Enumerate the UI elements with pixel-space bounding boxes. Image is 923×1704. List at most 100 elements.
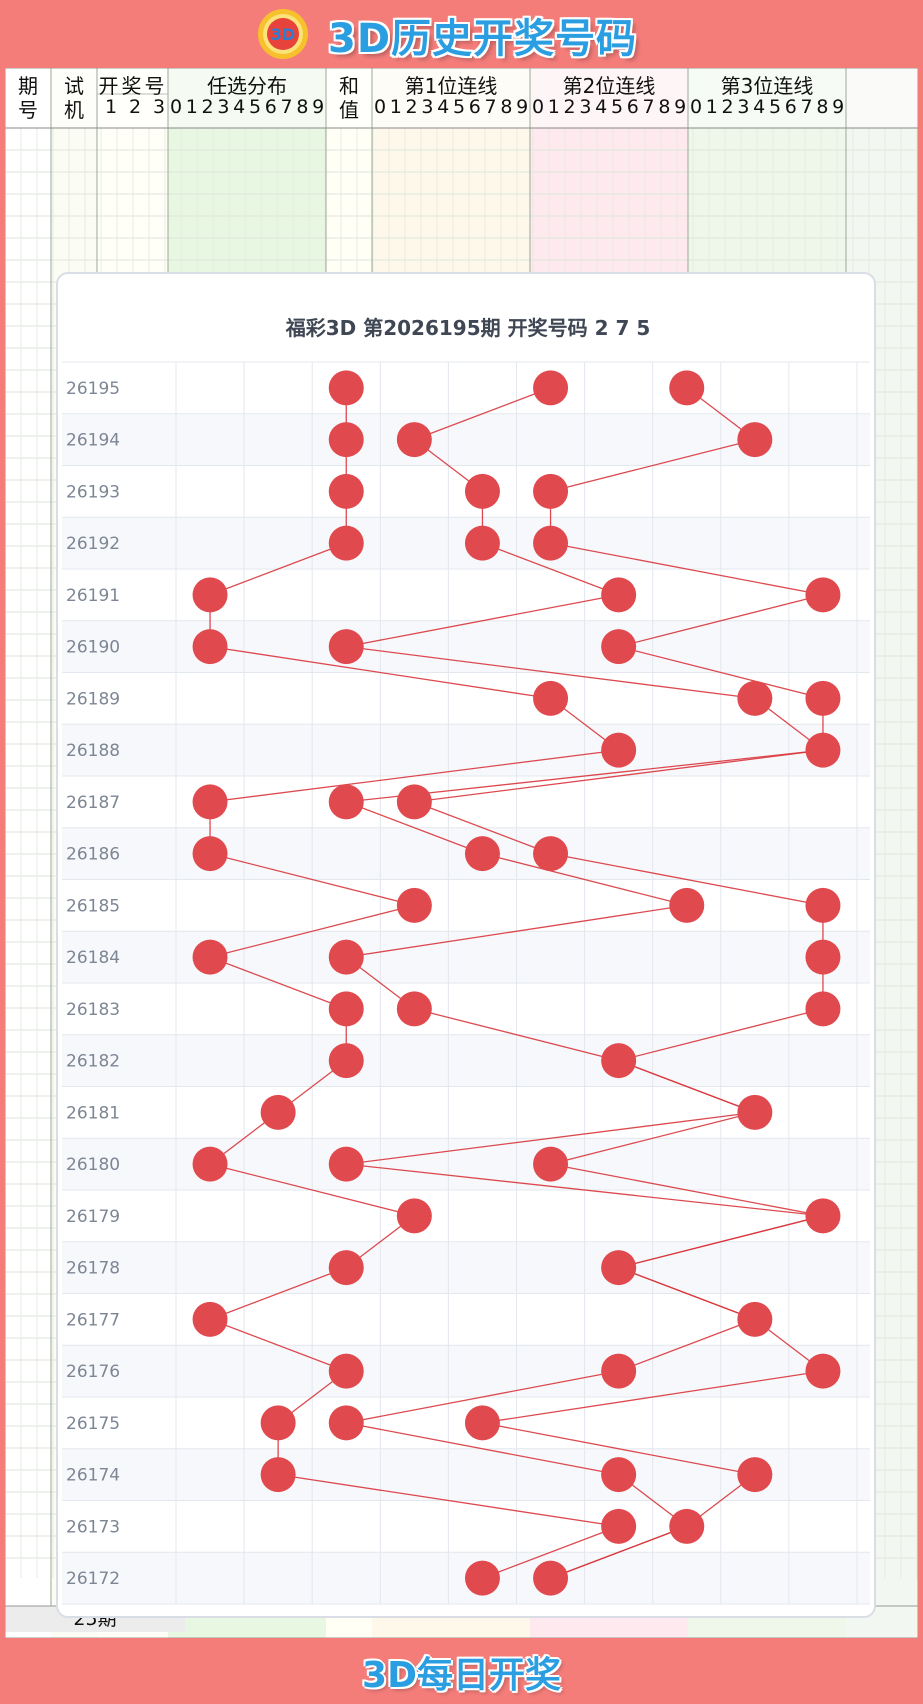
chart-ball-point xyxy=(533,370,569,406)
svg-text:3D: 3D xyxy=(271,25,295,44)
digit-header: 1 xyxy=(547,96,560,118)
digit-header: 1 xyxy=(389,96,402,118)
chart-row-bg xyxy=(62,1500,870,1553)
chart-trend-line xyxy=(346,904,687,958)
app-header: 3D 3D历史开奖号码 xyxy=(0,0,923,68)
chart-ball-point xyxy=(328,473,364,509)
chart-ball-point xyxy=(737,1301,773,1337)
chart-ball-point xyxy=(396,887,432,923)
chart-trend-line xyxy=(550,438,756,493)
chart-ball-point xyxy=(396,991,432,1027)
chart-row-bg xyxy=(62,413,870,466)
chart-trend-line xyxy=(209,956,347,1010)
digit-header: 9 xyxy=(516,96,529,118)
digit-header: 3 xyxy=(421,96,434,118)
chart-trend-line xyxy=(618,645,824,700)
chart-row-label: 26189 xyxy=(66,689,120,709)
chart-row-bg xyxy=(62,776,870,828)
chart-ball-point xyxy=(328,1250,364,1286)
chart-row-label: 26179 xyxy=(66,1207,120,1227)
chart-row-label: 26174 xyxy=(66,1466,120,1486)
footer-bar: 3D每日开奖 xyxy=(0,1638,923,1704)
chart-ball-point xyxy=(192,836,228,872)
digit-header: 4 xyxy=(595,96,608,118)
chart-row-label: 26182 xyxy=(66,1052,120,1072)
chart-trend-line xyxy=(618,1318,756,1372)
chart-trend-line xyxy=(482,1422,755,1476)
chart-ball-point xyxy=(533,680,569,716)
digit-header: 9 xyxy=(312,96,325,118)
digit-header: 6 xyxy=(264,96,277,118)
chart-trend-line xyxy=(346,645,755,700)
app-title: 3D历史开奖号码 xyxy=(328,16,638,62)
3d-lottery-logo-icon: 3D xyxy=(258,9,308,59)
chart-trend-line xyxy=(618,1215,824,1269)
chart-ball-point xyxy=(533,1146,569,1182)
chart-ball-point xyxy=(737,680,773,716)
chart-ball-point xyxy=(328,991,364,1027)
chart-ball-point xyxy=(396,1198,432,1234)
chart-trend-line xyxy=(618,1008,824,1062)
digit-header: 4 xyxy=(753,96,766,118)
digit-header: 5 xyxy=(452,96,466,118)
col-trial-label-2: 机 xyxy=(64,98,84,122)
chart-row-label: 26180 xyxy=(66,1155,120,1175)
footer-title: 3D每日开奖 xyxy=(362,1655,561,1696)
chart-ball-point xyxy=(192,784,228,820)
chart-ball-point xyxy=(192,1301,228,1337)
digit-header: 8 xyxy=(296,96,309,118)
chart-ball-point xyxy=(805,732,841,768)
digit-header: 6 xyxy=(626,96,639,118)
chart-ball-point xyxy=(192,577,228,613)
draw-pos-1: 1 xyxy=(104,96,118,118)
chart-row-label: 26175 xyxy=(66,1414,120,1434)
chart-row-label: 26188 xyxy=(66,741,120,761)
chart-ball-point xyxy=(328,1146,364,1182)
col-pos1-label: 第1位连线 xyxy=(404,74,498,98)
col-issue-label-1: 期 xyxy=(18,74,38,98)
chart-ball-point xyxy=(601,629,637,665)
chart-ball-point xyxy=(805,1353,841,1389)
chart-ball-point xyxy=(260,1457,296,1493)
digit-header: 7 xyxy=(642,96,655,118)
chart-ball-point xyxy=(328,422,364,458)
chart-row-label: 26184 xyxy=(66,948,120,968)
chart-trend-line xyxy=(550,1111,756,1165)
chart-row-label: 26192 xyxy=(66,534,120,554)
draw-pos-3: 3 xyxy=(152,96,166,118)
digit-header: 0 xyxy=(689,96,703,118)
chart-row-label: 26178 xyxy=(66,1259,120,1279)
chart-trend-line xyxy=(346,1111,755,1165)
chart-row-label: 26177 xyxy=(66,1310,120,1330)
chart-row-bg xyxy=(62,672,870,725)
chart-trend-line xyxy=(209,749,619,803)
chart-ball-point xyxy=(737,1094,773,1130)
digit-header: 5 xyxy=(610,96,624,118)
chart-ball-point xyxy=(601,1250,637,1286)
chart-row-label: 26187 xyxy=(66,793,120,813)
chart-trend-line xyxy=(346,594,619,648)
digit-header: 6 xyxy=(784,96,797,118)
chart-trend-line xyxy=(482,852,687,907)
chart-row-bg xyxy=(62,1345,870,1397)
chart-row-label: 26176 xyxy=(66,1362,120,1382)
chart-trend-line xyxy=(346,1163,824,1217)
chart-trend-line xyxy=(618,1060,756,1113)
chart-trend-line xyxy=(209,904,415,958)
chart-ball-point xyxy=(533,1560,569,1596)
chart-row-bg xyxy=(62,1448,870,1501)
digit-header: 5 xyxy=(248,96,262,118)
digit-header: 6 xyxy=(468,96,481,118)
chart-row-bg xyxy=(62,1138,870,1190)
chart-row-label: 26181 xyxy=(66,1103,120,1123)
chart-ball-point xyxy=(464,836,500,872)
chart-trend-line xyxy=(414,1008,619,1062)
digit-header: 2 xyxy=(201,96,214,118)
chart-row-label: 26185 xyxy=(66,896,120,916)
chart-trend-line xyxy=(209,852,415,907)
chart-ball-point xyxy=(669,1508,705,1544)
chart-ball-point xyxy=(601,1457,637,1493)
chart-trend-line xyxy=(209,1267,347,1320)
digit-header: 4 xyxy=(437,96,450,118)
col-trial-label-1: 试 xyxy=(64,74,84,98)
